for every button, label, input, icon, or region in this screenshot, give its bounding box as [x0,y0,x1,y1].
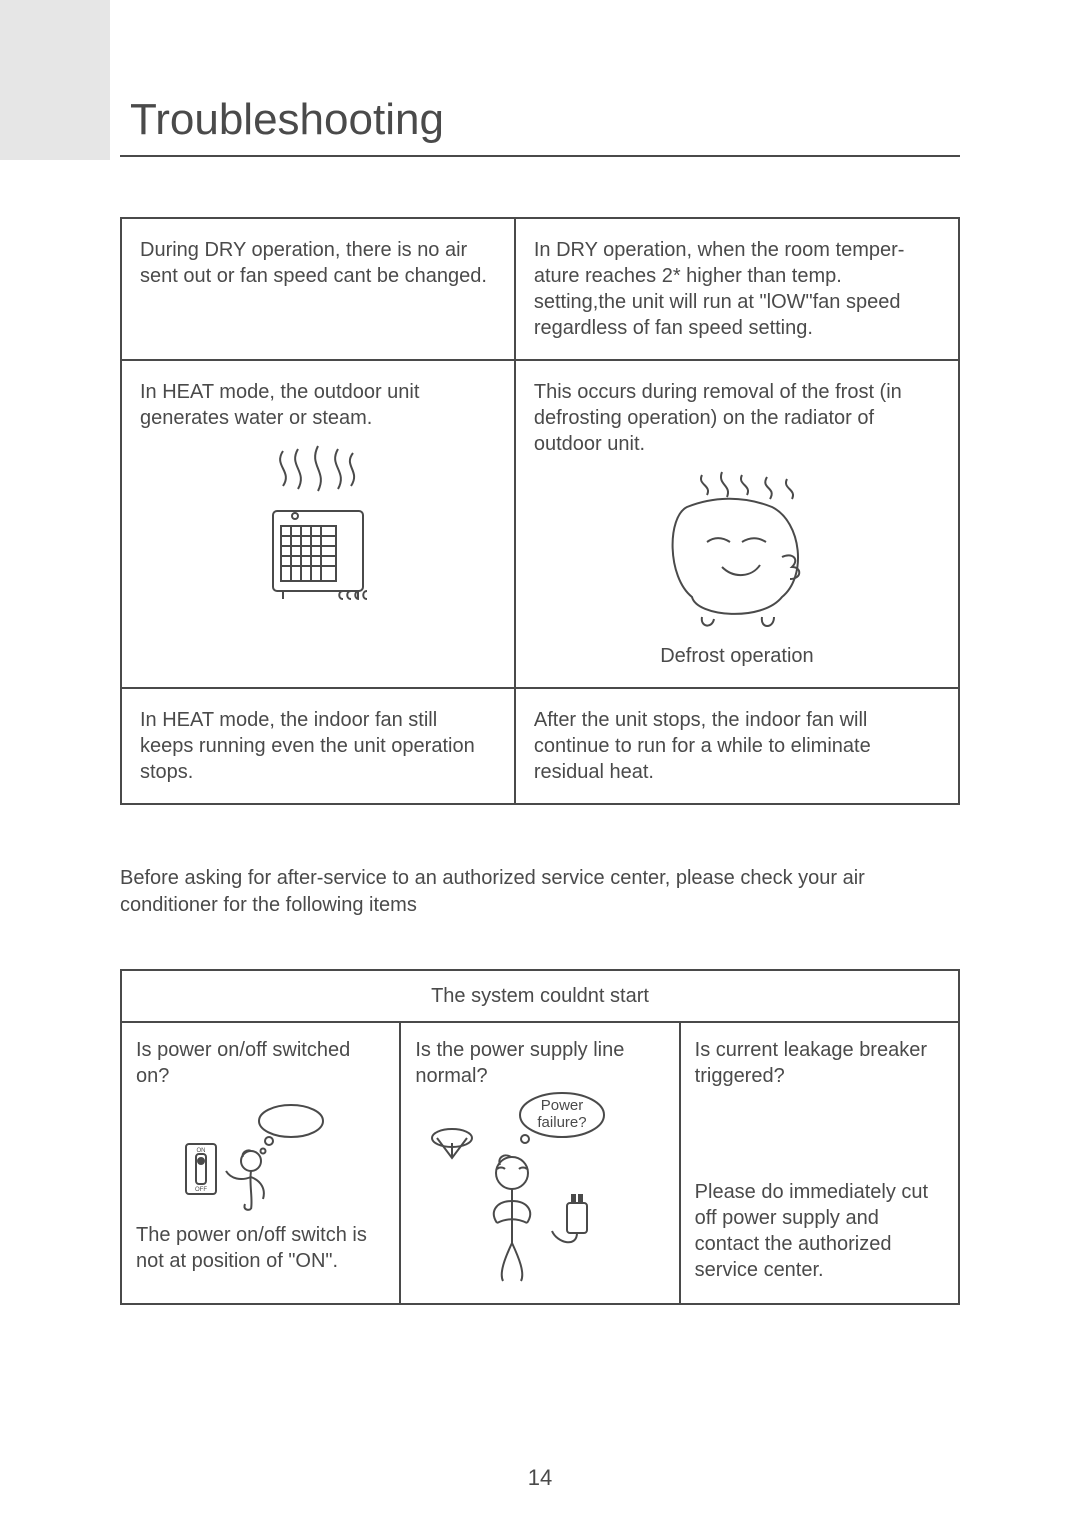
page-number: 14 [0,1465,1080,1491]
cell-note: The power on/off switch is not at positi… [136,1222,385,1274]
cell-text: After the unit stops, the indoor fan wil… [534,709,871,783]
bubble-line1: Power [541,1097,584,1114]
t2-c1: Is power on/off switched on? [121,1022,400,1304]
t1-r1-right: In DRY operation, when the room temper- … [515,218,959,360]
page-title: Troubleshooting [120,95,960,145]
t2-header: The system couldnt start [121,970,959,1022]
power-failure-icon: Power failure? [407,1083,637,1283]
switch-on-label: ON [196,1148,205,1154]
cell-question: Is current leakage breaker triggered? [695,1039,927,1087]
cell-text: In HEAT mode, the outdoor unit generates… [140,381,419,429]
outdoor-unit-steam-icon [243,441,393,621]
troubleshooting-table-1: During DRY operation, there is no air se… [120,217,960,805]
t1-r2-left: In HEAT mode, the outdoor unit generates… [121,360,515,688]
table-row: During DRY operation, there is no air se… [121,218,959,360]
t1-r1-left: During DRY operation, there is no air se… [121,218,515,360]
defrost-operation-icon [642,467,832,637]
header-text: The system couldnt start [431,985,649,1007]
switch-off-label: OFF [195,1187,207,1193]
table-row: The system couldnt start [121,970,959,1022]
cell-text: This occurs during removal of the frost … [534,381,902,455]
table-row: In HEAT mode, the outdoor unit generates… [121,360,959,688]
cell-text: During DRY operation, there is no air se… [140,239,487,287]
table-row: In HEAT mode, the indoor fan still keeps… [121,688,959,804]
t1-r3-left: In HEAT mode, the indoor fan still keeps… [121,688,515,804]
gray-tab [0,0,110,160]
cell-question: Is the power supply line normal? [415,1039,624,1087]
troubleshooting-table-2: The system couldnt start Is power on/off… [120,969,960,1305]
cell-text: In HEAT mode, the indoor fan still keeps… [140,709,475,783]
page: Troubleshooting During DRY operation, th… [0,0,1080,1305]
table-row: Is power on/off switched on? [121,1022,959,1304]
cell-question: Is power on/off switched on? [136,1039,350,1087]
cell-note: Please do immediately cut off power supp… [695,1179,944,1283]
cell-text: In DRY operation, when the room temper- … [534,239,905,339]
t1-r3-right: After the unit stops, the indoor fan wil… [515,688,959,804]
defrost-caption: Defrost operation [534,643,940,669]
bubble-line2: failure? [538,1114,587,1131]
title-wrap: Troubleshooting [120,0,960,157]
mid-paragraph: Before asking for after-service to an au… [120,865,960,919]
t2-c2: Is the power supply line normal? Power f… [400,1022,679,1304]
switch-person-icon: ON OFF [171,1099,351,1214]
t2-c3: Is current leakage breaker triggered? Pl… [680,1022,959,1304]
t1-r2-right: This occurs during removal of the frost … [515,360,959,688]
